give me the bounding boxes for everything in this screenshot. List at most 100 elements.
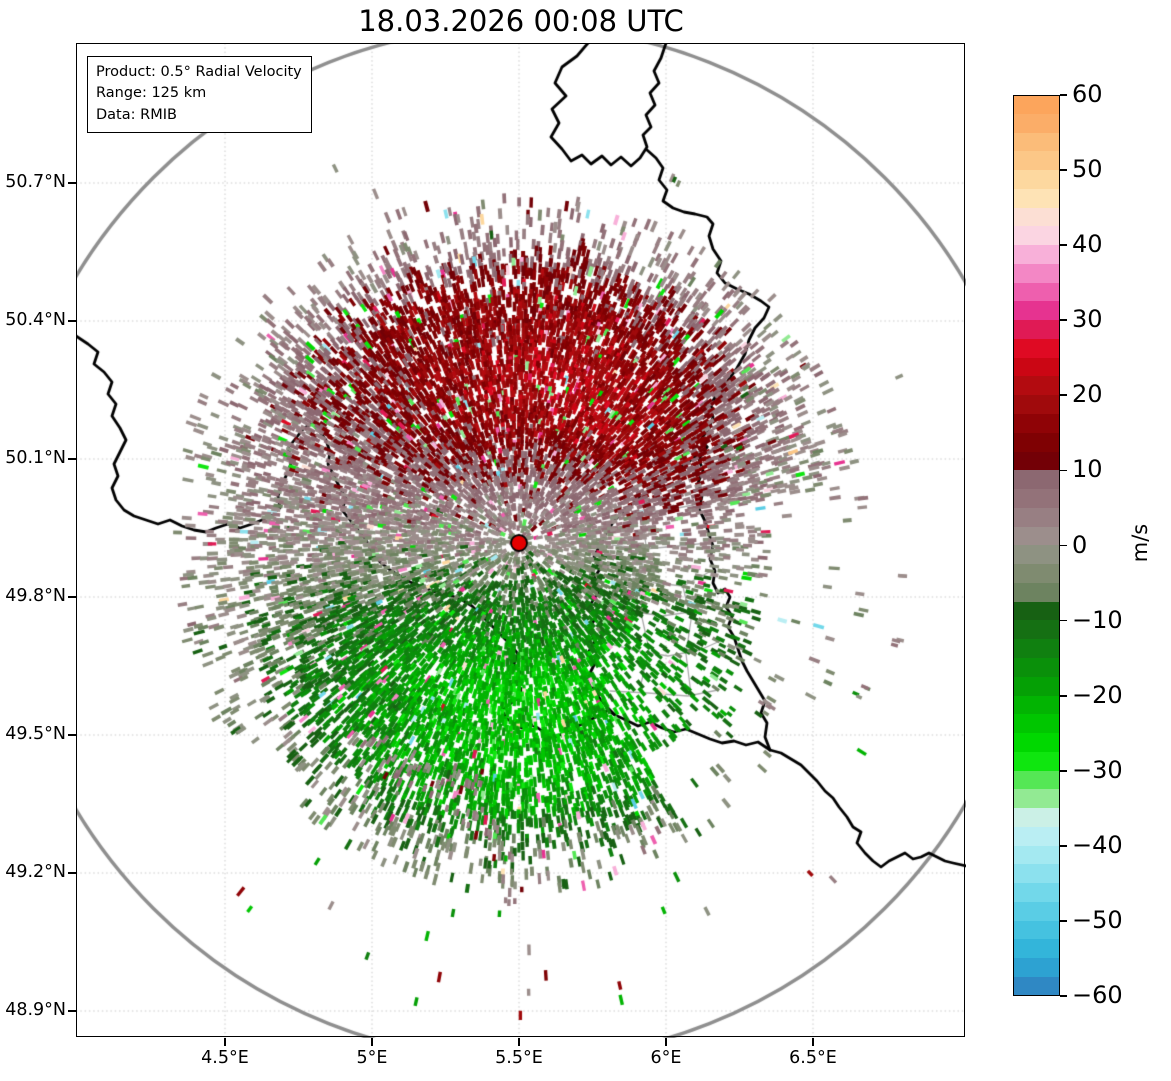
colorbar-band	[1013, 751, 1060, 771]
colorbar-tick-mark	[1060, 169, 1067, 171]
colorbar-band	[1013, 95, 1060, 114]
colorbar-band	[1013, 395, 1060, 415]
y-tick-label: 49.5°N	[5, 724, 66, 744]
colorbar-tick-mark	[1060, 394, 1067, 397]
colorbar-band	[1013, 733, 1060, 752]
colorbar-band	[1013, 808, 1060, 827]
colorbar-band	[1013, 507, 1060, 527]
colorbar-band	[1013, 564, 1060, 583]
x-tick-label: 5°E	[356, 1048, 388, 1068]
y-tick-label: 50.7°N	[5, 172, 66, 192]
colorbar-band	[1013, 207, 1060, 227]
colorbar-tick-mark	[1060, 769, 1067, 772]
colorbar-band	[1013, 113, 1060, 133]
colorbar-band	[1013, 714, 1060, 734]
colorbar-tick-label: −30	[1072, 755, 1123, 784]
colorbar-tick-label: 40	[1072, 230, 1103, 259]
x-tick-label: 6°E	[650, 1048, 682, 1068]
radar-map-canvas	[76, 43, 966, 1038]
x-tick-label: 6.5°E	[789, 1048, 837, 1068]
colorbar-band	[1013, 976, 1060, 996]
colorbar-tick-mark	[1060, 995, 1067, 997]
colorbar-tick-label: −10	[1072, 605, 1123, 634]
colorbar-tick-label: −20	[1072, 680, 1123, 709]
colorbar-tick-label: 10	[1072, 455, 1103, 484]
colorbar-tick-label: 0	[1072, 530, 1088, 559]
colorbar-band	[1013, 263, 1060, 283]
colorbar-band	[1013, 151, 1060, 171]
x-tick-mark	[518, 1038, 520, 1046]
colorbar-tick-label: −50	[1072, 905, 1123, 934]
colorbar-tick-mark	[1060, 619, 1067, 622]
colorbar-band	[1013, 770, 1060, 790]
colorbar	[1013, 95, 1060, 996]
colorbar-band	[1013, 414, 1060, 433]
colorbar-band	[1013, 657, 1060, 677]
y-tick-label: 50.4°N	[5, 310, 66, 330]
colorbar-band	[1013, 282, 1060, 302]
colorbar-tick-mark	[1060, 94, 1067, 96]
colorbar-tick-mark	[1060, 844, 1067, 847]
colorbar-band	[1013, 526, 1060, 546]
x-tick-label: 4.5°E	[201, 1048, 249, 1068]
colorbar-band	[1013, 132, 1060, 152]
colorbar-tick-label: 20	[1072, 380, 1103, 409]
colorbar-tick-label: 50	[1072, 155, 1103, 184]
colorbar-band	[1013, 320, 1060, 339]
colorbar-band	[1013, 376, 1060, 396]
colorbar-band	[1013, 620, 1060, 640]
y-tick-label: 50.1°N	[5, 448, 66, 468]
colorbar-tick-label: 60	[1072, 80, 1103, 108]
x-tick-mark	[371, 1038, 373, 1046]
info-data-line: Data: RMIB	[96, 106, 177, 123]
colorbar-band	[1013, 188, 1060, 208]
colorbar-band	[1013, 470, 1060, 490]
plot-title: 18.03.2026 00:08 UTC	[358, 4, 684, 38]
colorbar-band	[1013, 245, 1060, 264]
colorbar-tick-mark	[1060, 694, 1067, 697]
y-tick-mark	[68, 1010, 76, 1012]
y-tick-label: 48.9°N	[5, 1000, 66, 1020]
colorbar-band	[1013, 301, 1060, 321]
y-tick-mark	[68, 320, 76, 322]
colorbar-band	[1013, 695, 1060, 715]
colorbar-tick-mark	[1060, 544, 1067, 547]
colorbar-band	[1013, 489, 1060, 508]
y-tick-mark	[68, 734, 76, 736]
info-range-line: Range: 125 km	[96, 85, 207, 102]
colorbar-band	[1013, 845, 1060, 865]
colorbar-band	[1013, 338, 1060, 358]
x-tick-mark	[224, 1038, 226, 1046]
colorbar-band	[1013, 939, 1060, 959]
colorbar-band	[1013, 451, 1060, 471]
colorbar-band	[1013, 864, 1060, 884]
map-plot-area: Product: 0.5° Radial Velocity Range: 125…	[76, 43, 966, 1038]
colorbar-band	[1013, 883, 1060, 902]
x-tick-mark	[665, 1038, 667, 1046]
colorbar-band	[1013, 901, 1060, 921]
colorbar-band	[1013, 432, 1060, 452]
colorbar-tick-label: −60	[1072, 981, 1123, 1009]
y-tick-mark	[68, 182, 76, 184]
y-tick-label: 49.2°N	[5, 862, 66, 882]
colorbar-tick-mark	[1060, 469, 1067, 472]
y-tick-label: 49.8°N	[5, 586, 66, 606]
info-product-line: Product: 0.5° Radial Velocity	[96, 64, 302, 80]
colorbar-band	[1013, 920, 1060, 940]
y-tick-mark	[68, 872, 76, 874]
y-tick-mark	[68, 458, 76, 460]
colorbar-band	[1013, 676, 1060, 696]
colorbar-band	[1013, 582, 1060, 602]
colorbar-band	[1013, 639, 1060, 658]
colorbar-band	[1013, 357, 1060, 377]
colorbar-band	[1013, 170, 1060, 189]
colorbar-tick-mark	[1060, 319, 1067, 322]
colorbar-tick-mark	[1060, 244, 1067, 247]
x-tick-label: 5.5°E	[495, 1048, 543, 1068]
colorbar-band	[1013, 226, 1060, 246]
colorbar-band	[1013, 601, 1060, 621]
colorbar-tick-label: 30	[1072, 305, 1103, 334]
colorbar-tick-mark	[1060, 920, 1067, 922]
product-info-box: Product: 0.5° Radial Velocity Range: 125…	[87, 56, 312, 134]
